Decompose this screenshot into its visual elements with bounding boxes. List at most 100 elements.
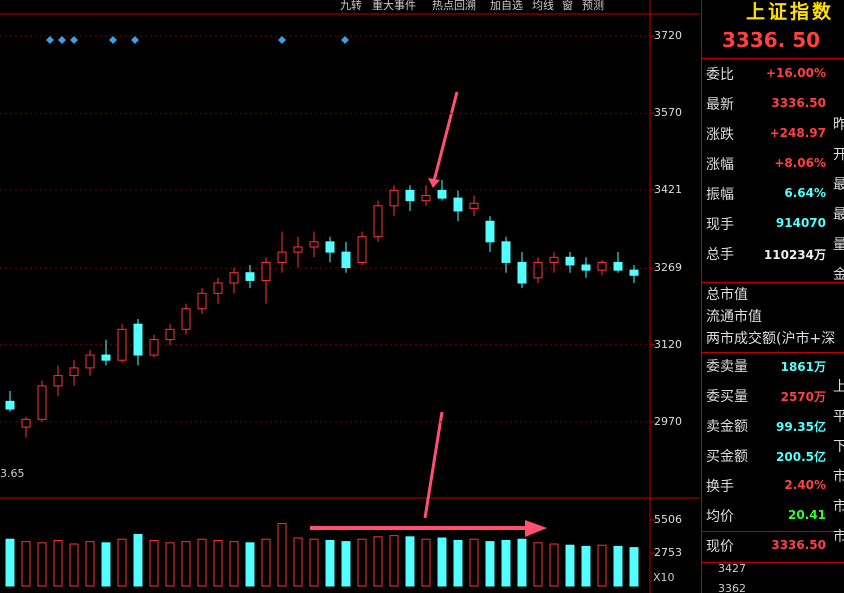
volume-bar: [261, 538, 271, 587]
candle-body: [373, 205, 383, 238]
row-extra: 市: [833, 466, 844, 486]
separator: [702, 352, 844, 353]
candle-body: [85, 354, 95, 369]
row-label: 现手: [706, 217, 734, 233]
volume-bar: [581, 545, 591, 587]
candle-body: [229, 272, 239, 284]
candle-body: [261, 261, 271, 281]
quote-row: 最新 3336.50 昨: [706, 94, 844, 133]
volume-bar: [149, 539, 159, 587]
volume-bar: [229, 541, 239, 587]
y-tick-label: 3421: [654, 183, 682, 196]
candle-body: [117, 328, 127, 361]
volume-bar: [85, 541, 95, 587]
left-label: 3.65: [0, 467, 25, 480]
quote-row: 委买量 2570万平: [706, 386, 844, 425]
row-value: 1861万: [780, 360, 826, 374]
candle-body: [405, 189, 415, 202]
volume-bar: [453, 539, 463, 587]
candle-body: [213, 282, 223, 294]
arrow: [431, 91, 459, 186]
y-tick-label: 3720: [654, 29, 682, 42]
row-label: 涨幅: [706, 157, 734, 173]
y-tick-label: 3120: [654, 338, 682, 351]
row-label: 换手: [706, 479, 734, 495]
toolbar-item: 九转: [340, 0, 362, 12]
row-label: 总手: [706, 247, 734, 263]
row-value: 2.40%: [784, 478, 826, 492]
volume-bar: [325, 539, 335, 587]
row-extra: 市: [833, 496, 844, 516]
candle-body: [629, 269, 639, 276]
row-label: 买金额: [706, 449, 748, 465]
row-value: 110234万: [763, 248, 826, 262]
row-label: 振幅: [706, 187, 734, 203]
quote-row: 总市值: [706, 284, 844, 306]
row-value: 6.64%: [784, 186, 826, 200]
volume-bar: [181, 541, 191, 587]
volume-bar: [485, 541, 495, 587]
volume-bar: [245, 542, 255, 587]
volume-bar: [373, 536, 383, 587]
candle-body: [277, 251, 287, 263]
toolbar-item: 重大事件: [372, 0, 416, 12]
row-extra: 下: [833, 436, 844, 456]
y-tick-label: 2970: [654, 415, 682, 428]
row-label: 流通市值: [706, 309, 762, 325]
row-extra: 市: [833, 526, 844, 546]
quote-row: 总手 110234万金: [706, 244, 844, 283]
mini-tick: 3427: [718, 562, 746, 575]
volume-bar: [501, 539, 511, 587]
quote-row: 卖金额 99.35亿下: [706, 416, 844, 455]
row-extra: 金: [833, 264, 844, 284]
volume-bar: [37, 542, 47, 587]
separator: [702, 282, 844, 283]
quote-row: 振幅 6.64% 最: [706, 184, 844, 223]
candle-body: [469, 202, 479, 209]
arrow-head: [428, 178, 440, 188]
y-tick-label: 3570: [654, 106, 682, 119]
row-label: 最新: [706, 97, 734, 113]
quote-row: 涨幅 +8.06% 最: [706, 154, 844, 193]
volume-bar: [613, 545, 623, 587]
quote-row: 涨跌 +248.97 开: [706, 124, 844, 163]
row-extra: 平: [833, 406, 844, 426]
candle-body: [5, 400, 15, 410]
quote-row: 均价 20.41 市: [706, 506, 844, 545]
candle-body: [69, 367, 79, 377]
volume-bar: [565, 544, 575, 587]
candle-body: [437, 189, 447, 199]
quote-row: 换手 2.40% 市: [706, 476, 844, 515]
row-value: 3336.50: [771, 96, 826, 110]
candle-body: [565, 256, 575, 266]
candle-body: [37, 385, 47, 420]
row-extra: 最: [833, 174, 844, 194]
candle-body: [517, 261, 527, 284]
chart: 3.65 X10 九转 重大事件 热点回溯 加自选 均线窗预测 3720 3570 3421 3…: [0, 0, 700, 593]
separator: [702, 531, 844, 532]
quote-row: 委比 +16.00%: [706, 64, 844, 86]
row-value: 914070: [775, 216, 826, 230]
candle-body: [421, 195, 431, 202]
row-value: 200.5亿: [776, 450, 826, 464]
candle-body: [581, 264, 591, 271]
volume-bar: [309, 538, 319, 587]
row-label: 两市成交额(沪市+深: [706, 331, 836, 347]
row-label: 涨跌: [706, 127, 734, 143]
candle-body: [389, 189, 399, 207]
candle-body: [549, 256, 559, 263]
toolbar-item: 窗: [562, 0, 573, 12]
candle-body: [53, 375, 63, 387]
scale-label: X10: [653, 571, 675, 584]
candle-body: [181, 308, 191, 330]
volume-bar: [389, 535, 399, 587]
quote-row: 现手 914070 量: [706, 214, 844, 253]
volume-bar: [5, 538, 15, 587]
volume-bar: [293, 537, 303, 587]
separator: [702, 58, 844, 59]
row-extra: 开: [833, 144, 844, 164]
arrow-head: [525, 520, 547, 537]
volume-bar: [437, 537, 447, 587]
volume-bar: [69, 543, 79, 587]
